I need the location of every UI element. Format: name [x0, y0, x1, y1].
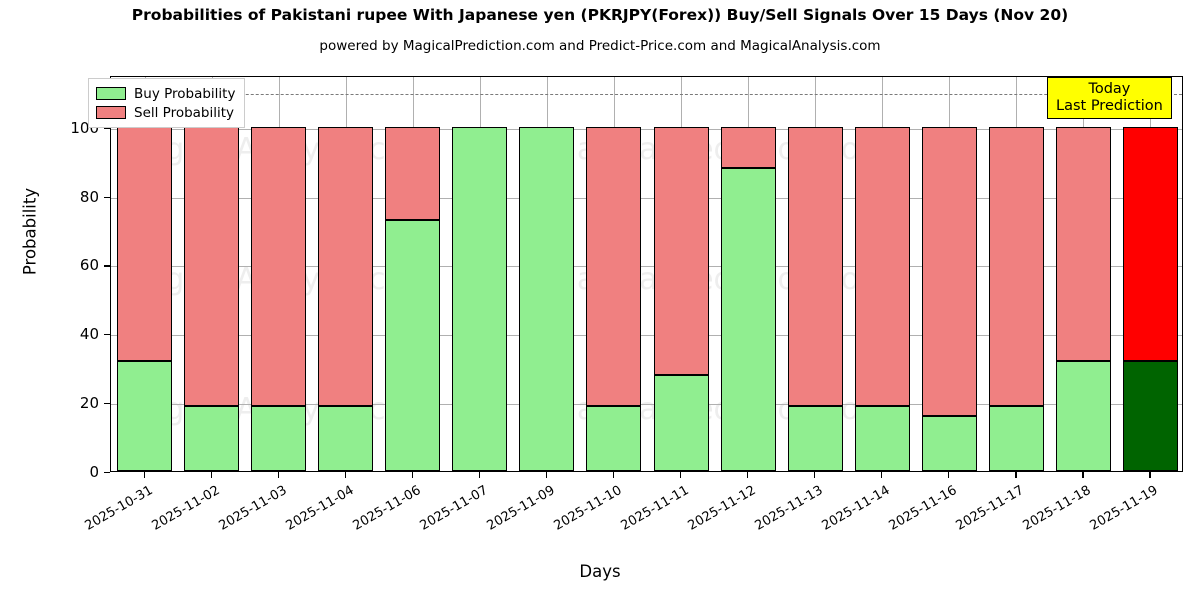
bar-segment-buy[interactable] — [1055, 360, 1111, 471]
bar-segment-buy[interactable] — [586, 405, 642, 471]
threshold-line — [111, 94, 1182, 96]
y-axis-tick-mark — [104, 196, 110, 198]
bar-group[interactable] — [519, 77, 575, 471]
legend-label-sell: Sell Probability — [134, 104, 235, 121]
bar-segment-buy[interactable] — [787, 405, 843, 471]
y-axis-tick-mark — [104, 265, 110, 267]
x-axis-tick-mark — [1082, 472, 1084, 478]
y-axis-tick-mark — [104, 472, 110, 474]
bar-segment-buy[interactable] — [921, 415, 977, 471]
bar-segment-sell[interactable] — [653, 126, 709, 375]
y-axis-tick-label: 60 — [79, 256, 99, 275]
legend-swatch-sell — [96, 106, 126, 119]
bar-segment-buy[interactable] — [452, 126, 508, 471]
x-axis-label: Days — [579, 562, 621, 581]
bar-segment-buy[interactable] — [854, 405, 910, 471]
gridline-horizontal — [111, 197, 1182, 199]
bar-segment-buy[interactable] — [184, 405, 240, 471]
x-axis-tick-mark — [277, 472, 279, 478]
bar-group[interactable] — [921, 77, 977, 471]
x-axis-tick-mark — [143, 472, 145, 478]
bar-segment-sell[interactable] — [988, 126, 1044, 406]
bar-group[interactable] — [385, 77, 441, 471]
bar-segment-buy[interactable] — [720, 167, 776, 471]
today-annotation: Today Last Prediction — [1047, 77, 1172, 120]
bar-group[interactable] — [452, 77, 508, 471]
y-axis-tick-label: 0 — [89, 463, 99, 481]
y-axis-tick-label: 80 — [79, 187, 99, 206]
gridline-horizontal — [111, 404, 1182, 406]
bar-group[interactable] — [854, 77, 910, 471]
bar-group[interactable] — [988, 77, 1044, 471]
bar-segment-sell[interactable] — [1122, 126, 1178, 361]
legend-swatch-buy — [96, 87, 126, 100]
x-axis-tick-mark — [344, 472, 346, 478]
x-axis-tick-mark — [545, 472, 548, 478]
legend-label-buy: Buy Probability — [134, 85, 236, 102]
bar-segment-sell[interactable] — [586, 126, 642, 406]
gridline-horizontal — [111, 128, 1182, 130]
bar-segment-buy[interactable] — [653, 374, 709, 471]
x-axis-tick-mark — [411, 472, 413, 478]
x-axis-tick-mark — [478, 472, 481, 478]
bar-segment-sell[interactable] — [1055, 126, 1111, 361]
bar-group[interactable] — [184, 77, 240, 471]
today-annotation-line1: Today — [1088, 81, 1131, 97]
bar-segment-buy[interactable] — [318, 405, 374, 471]
x-axis-tick-mark — [1149, 472, 1151, 478]
bar-group[interactable] — [251, 77, 307, 471]
bar-segment-sell[interactable] — [921, 126, 977, 416]
bar-segment-sell[interactable] — [184, 126, 240, 406]
x-axis-tick-mark — [747, 472, 749, 478]
bar-segment-sell[interactable] — [318, 126, 374, 406]
bar-group[interactable] — [653, 77, 709, 471]
y-axis-label: Probability — [20, 187, 40, 276]
bar-segment-sell[interactable] — [720, 126, 776, 168]
bar-group[interactable] — [117, 77, 173, 471]
chart-subtitle: powered by MagicalPrediction.com and Pre… — [319, 38, 881, 54]
y-axis-tick-label: 20 — [79, 394, 99, 413]
y-axis-tick-mark — [104, 127, 110, 129]
x-axis-tick-mark — [948, 472, 950, 478]
gridline-horizontal — [111, 335, 1182, 337]
legend-item-sell: Sell Probability — [96, 103, 235, 122]
gridline-horizontal — [111, 266, 1182, 268]
legend: Buy Probability Sell Probability — [88, 78, 246, 128]
bar-segment-sell[interactable] — [117, 126, 173, 361]
bar-segment-buy[interactable] — [385, 219, 441, 471]
bar-segment-buy[interactable] — [1122, 360, 1178, 471]
bar-segment-sell[interactable] — [854, 126, 910, 406]
y-axis-tick-label: 40 — [79, 325, 99, 344]
today-annotation-line2: Last Prediction — [1056, 97, 1163, 114]
y-axis-tick-mark — [104, 334, 110, 336]
x-axis-tick-mark — [814, 472, 816, 478]
bar-segment-buy[interactable] — [117, 360, 173, 471]
bar-group[interactable] — [318, 77, 374, 471]
plot-area: MagicalAnalysis.comMagicalPrediction.com… — [110, 76, 1183, 472]
bar-group[interactable] — [1122, 77, 1178, 471]
bar-segment-sell[interactable] — [787, 126, 843, 406]
bar-group[interactable] — [720, 77, 776, 471]
x-axis-tick-mark — [1015, 472, 1017, 478]
x-axis-tick-mark — [881, 472, 883, 478]
bar-segment-buy[interactable] — [251, 405, 307, 471]
bar-segment-sell[interactable] — [385, 126, 441, 220]
bar-group[interactable] — [586, 77, 642, 471]
bar-segment-buy[interactable] — [519, 126, 575, 471]
bar-segment-buy[interactable] — [988, 405, 1044, 471]
bar-segment-sell[interactable] — [251, 126, 307, 406]
chart-title: Probabilities of Pakistani rupee With Ja… — [131, 6, 1069, 24]
bar-group[interactable] — [1055, 77, 1111, 471]
x-axis-tick-mark — [680, 472, 682, 478]
y-axis-tick-mark — [104, 403, 110, 405]
x-axis-tick-mark — [612, 472, 615, 478]
bar-group[interactable] — [787, 77, 843, 471]
legend-item-buy: Buy Probability — [96, 84, 235, 103]
x-axis-tick-mark — [210, 472, 212, 478]
